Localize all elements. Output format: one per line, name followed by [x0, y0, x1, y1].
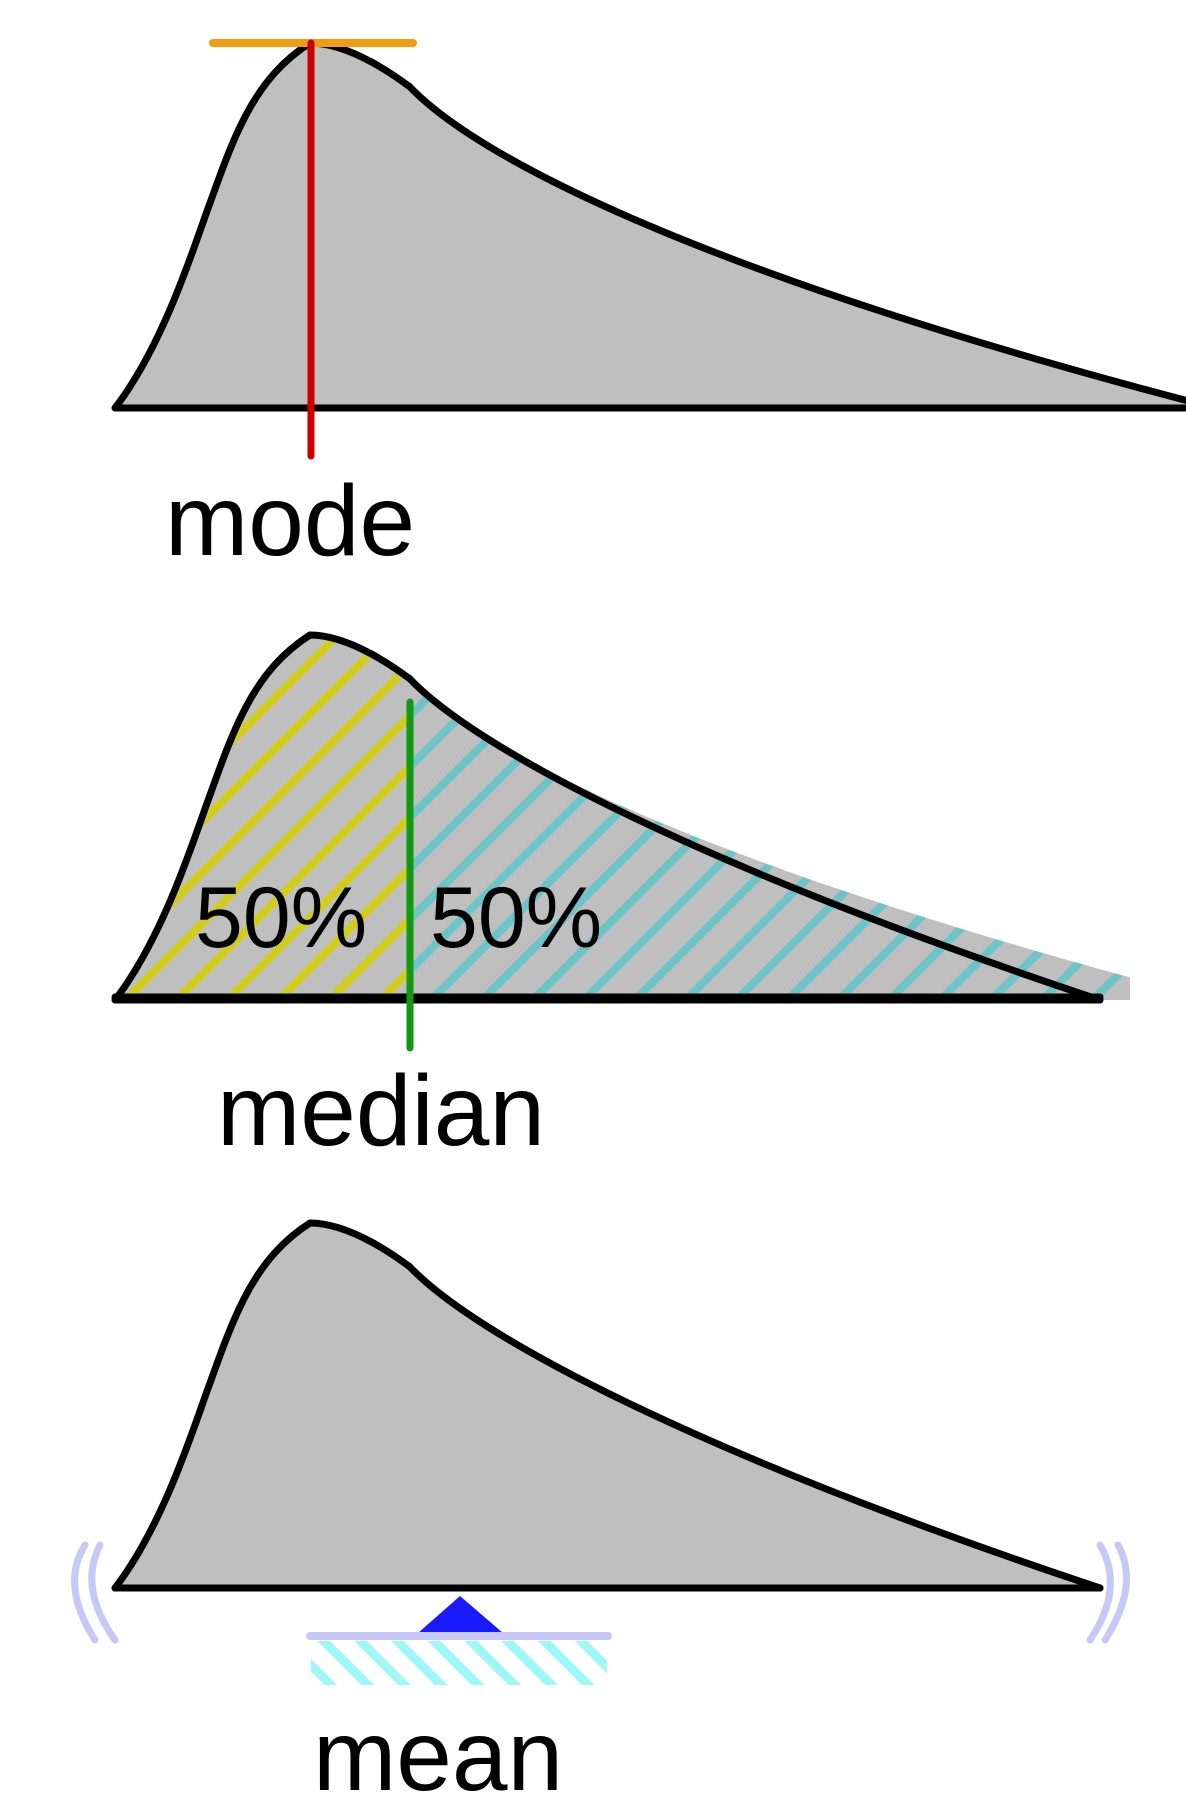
mode-distribution-curve	[111, 39, 1186, 412]
right-wobble-marks	[1086, 1541, 1130, 1644]
median-panel: 50% 50% median	[111, 631, 1130, 1167]
median-right-percent: 50%	[430, 870, 602, 966]
mean-label: mean	[313, 1700, 563, 1812]
median-left-percent: 50%	[195, 870, 367, 966]
mode-panel: mode	[111, 39, 1186, 577]
left-wobble-marks	[71, 1541, 119, 1644]
mean-distribution-curve	[111, 1219, 1104, 1592]
median-label: median	[217, 1055, 545, 1167]
mean-panel: mean	[71, 1219, 1130, 1812]
median-distribution-curve	[111, 631, 1104, 1004]
mode-label: mode	[165, 465, 415, 577]
fulcrum-triangle	[418, 1596, 503, 1633]
fulcrum-base-hatch	[311, 1641, 607, 1685]
